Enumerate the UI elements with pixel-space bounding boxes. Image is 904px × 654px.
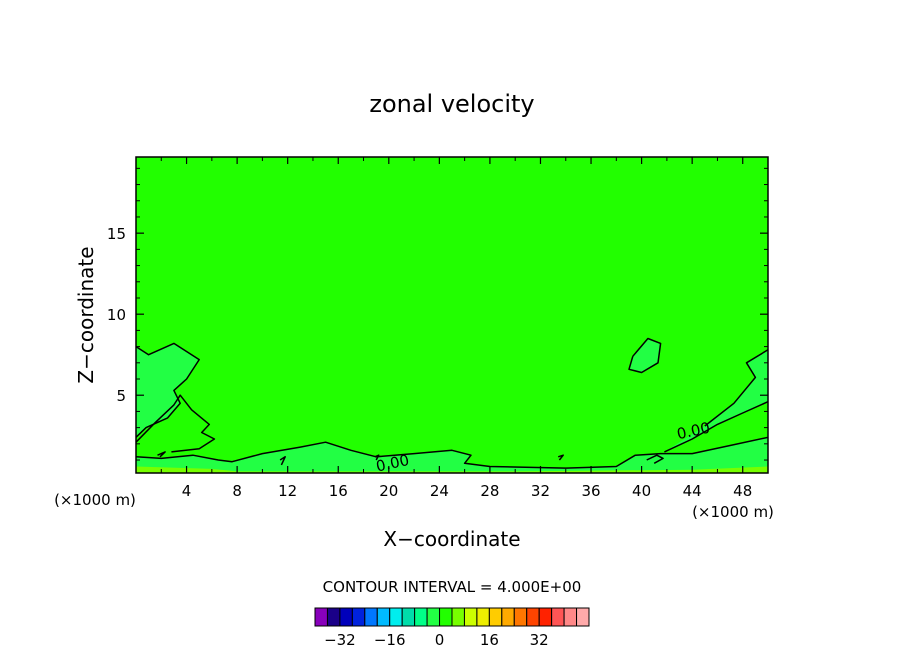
contour-line-3 (664, 401, 768, 453)
colorbar-swatch (439, 607, 453, 627)
colorbar-swatch (364, 607, 378, 627)
x-tick-label: 48 (733, 482, 752, 500)
colorbar-swatch (314, 607, 328, 627)
colorbar-swatch (501, 607, 515, 627)
contour-line-9 (557, 454, 564, 461)
colorbar-swatch (351, 607, 366, 627)
x-tick-label: 24 (430, 482, 449, 500)
contour-line-5 (628, 337, 662, 374)
plot-area (136, 157, 768, 473)
colorbar-swatch (451, 607, 465, 627)
contour-interval-caption: CONTOUR INTERVAL = 4.000E+00 (323, 578, 582, 596)
contour-line-2 (136, 436, 768, 469)
contour-line-0 (136, 342, 200, 438)
contour-region-2 (664, 349, 768, 452)
x-tick-label: 8 (232, 482, 242, 500)
colorbar-swatch (526, 607, 540, 627)
y-tick-label: 5 (116, 387, 126, 405)
contour-fill-regions (136, 338, 768, 473)
x-unit-left: (×1000 m) (54, 491, 136, 509)
contour-region-0 (136, 343, 200, 438)
colorbar-swatch (576, 607, 590, 627)
y-axis-label: Z−coordinate (74, 246, 98, 383)
x-axis-label: X−coordinate (383, 527, 520, 551)
x-tick-label: 4 (182, 482, 192, 500)
x-tick-label: 20 (379, 482, 398, 500)
x-tick-label: 40 (632, 482, 651, 500)
contour-line-4 (704, 349, 768, 427)
colorbar-swatch (538, 607, 553, 627)
colorbar-swatch (414, 607, 428, 627)
contour-line-10 (646, 454, 664, 464)
colorbar-tick-label: −32 (324, 631, 356, 649)
colorbar-swatch (326, 607, 341, 627)
colorbar-tick-label: 16 (480, 631, 499, 649)
colorbar-tick-label: −16 (374, 631, 406, 649)
colorbar-swatch (513, 607, 528, 627)
colorbar-swatch (339, 607, 353, 627)
x-tick-label: 32 (531, 482, 550, 500)
chart-title: zonal velocity (369, 90, 534, 118)
contour-region-4 (136, 466, 768, 473)
colorbar-tick-label: 32 (530, 631, 549, 649)
x-unit-right: (×1000 m) (692, 503, 774, 521)
y-tick-label: 10 (107, 306, 126, 324)
contour-line-7 (279, 456, 286, 466)
colorbar-swatch (389, 607, 403, 627)
x-tick-label: 36 (581, 482, 600, 500)
plot-frame (135, 156, 769, 474)
colorbar-tick-label: 0 (435, 631, 445, 649)
colorbar-swatch (401, 607, 416, 627)
x-tick-label: 12 (278, 482, 297, 500)
colorbar-swatch (476, 607, 490, 627)
colorbar-swatch (488, 607, 503, 627)
contour-line-6 (157, 451, 166, 458)
colorbar-swatch (376, 607, 391, 627)
colorbar-swatch (426, 607, 441, 627)
contour-lines (136, 337, 768, 469)
contour-region-1 (136, 437, 768, 473)
colorbar-swatch (563, 607, 578, 627)
x-tick-label: 16 (329, 482, 348, 500)
colorbar-swatch (551, 607, 565, 627)
x-tick-label: 44 (683, 482, 702, 500)
contour-line-1 (136, 394, 216, 453)
contour-region-3 (629, 338, 661, 373)
contour-line-8 (374, 454, 380, 461)
colorbar: −32 −16 0 16 32 (314, 607, 590, 649)
x-tick-label: 28 (480, 482, 499, 500)
y-tick-label: 15 (107, 225, 126, 243)
colorbar-swatch (463, 607, 478, 627)
